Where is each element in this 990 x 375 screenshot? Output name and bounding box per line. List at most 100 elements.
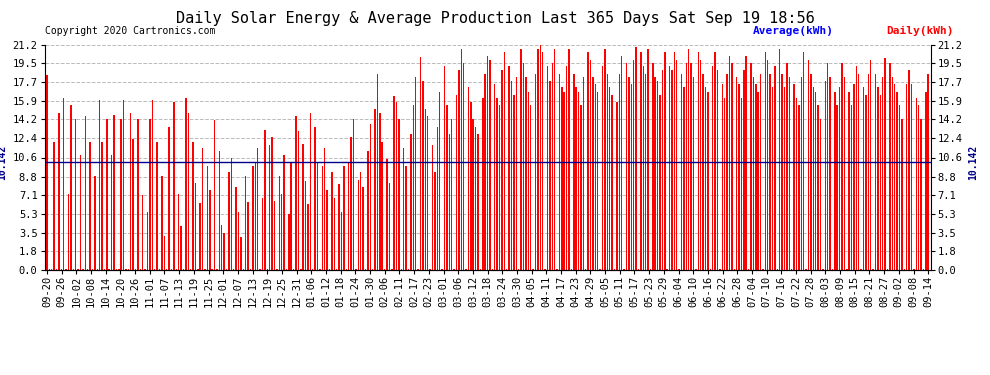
Bar: [261, 198, 263, 270]
Bar: [204, 269, 206, 270]
Bar: [762, 269, 763, 270]
Bar: [346, 269, 347, 270]
Bar: [779, 49, 780, 270]
Bar: [166, 269, 167, 270]
Bar: [209, 190, 211, 270]
Bar: [578, 92, 579, 270]
Bar: [492, 269, 493, 270]
Bar: [406, 166, 407, 270]
Bar: [732, 63, 733, 270]
Bar: [853, 84, 854, 270]
Bar: [619, 74, 620, 270]
Bar: [690, 63, 692, 270]
Bar: [207, 166, 208, 270]
Bar: [609, 87, 611, 270]
Bar: [283, 155, 285, 270]
Bar: [192, 142, 194, 270]
Bar: [784, 87, 785, 270]
Bar: [271, 137, 273, 270]
Bar: [884, 58, 886, 270]
Bar: [147, 211, 148, 270]
Bar: [736, 77, 738, 270]
Bar: [916, 98, 917, 270]
Bar: [715, 53, 716, 270]
Bar: [923, 269, 924, 270]
Bar: [875, 74, 876, 270]
Bar: [540, 45, 541, 270]
Bar: [303, 144, 304, 270]
Bar: [825, 81, 826, 270]
Bar: [49, 269, 50, 270]
Bar: [624, 269, 625, 270]
Bar: [156, 142, 157, 270]
Bar: [757, 92, 759, 270]
Bar: [657, 81, 658, 270]
Bar: [688, 49, 689, 270]
Bar: [501, 70, 503, 270]
Bar: [163, 236, 165, 270]
Bar: [516, 77, 517, 270]
Bar: [641, 53, 642, 270]
Bar: [418, 269, 419, 270]
Bar: [80, 155, 81, 270]
Bar: [808, 60, 809, 270]
Bar: [717, 70, 718, 270]
Bar: [631, 84, 632, 270]
Bar: [87, 269, 88, 270]
Bar: [65, 269, 66, 270]
Bar: [496, 98, 498, 270]
Bar: [336, 269, 338, 270]
Bar: [700, 60, 702, 270]
Bar: [355, 269, 356, 270]
Bar: [837, 105, 838, 270]
Bar: [877, 87, 879, 270]
Bar: [130, 113, 132, 270]
Bar: [683, 87, 685, 270]
Text: Average(kWh): Average(kWh): [752, 26, 834, 36]
Bar: [463, 63, 464, 270]
Text: 10.142: 10.142: [0, 145, 7, 180]
Bar: [465, 269, 466, 270]
Bar: [644, 74, 646, 270]
Bar: [121, 119, 122, 270]
Bar: [295, 116, 297, 270]
Bar: [602, 66, 603, 270]
Bar: [444, 66, 446, 270]
Bar: [909, 70, 910, 270]
Bar: [558, 74, 560, 270]
Bar: [241, 237, 242, 270]
Bar: [281, 194, 282, 270]
Bar: [671, 70, 672, 270]
Bar: [458, 70, 459, 270]
Bar: [621, 56, 623, 270]
Bar: [142, 195, 144, 270]
Bar: [767, 60, 768, 270]
Bar: [70, 105, 71, 270]
Bar: [257, 148, 258, 270]
Bar: [566, 66, 567, 270]
Bar: [921, 119, 922, 270]
Bar: [341, 211, 343, 270]
Bar: [266, 269, 268, 270]
Bar: [364, 269, 366, 270]
Bar: [702, 74, 704, 270]
Bar: [55, 269, 57, 270]
Bar: [286, 269, 287, 270]
Bar: [561, 87, 562, 270]
Bar: [432, 145, 434, 270]
Bar: [183, 269, 184, 270]
Bar: [549, 81, 550, 270]
Bar: [439, 92, 441, 270]
Bar: [362, 187, 363, 270]
Bar: [487, 56, 488, 270]
Bar: [518, 269, 520, 270]
Bar: [542, 53, 544, 270]
Bar: [111, 155, 112, 270]
Bar: [865, 95, 866, 270]
Bar: [719, 269, 721, 270]
Bar: [470, 102, 471, 270]
Bar: [72, 269, 74, 270]
Bar: [276, 269, 277, 270]
Bar: [752, 77, 754, 270]
Bar: [324, 148, 326, 270]
